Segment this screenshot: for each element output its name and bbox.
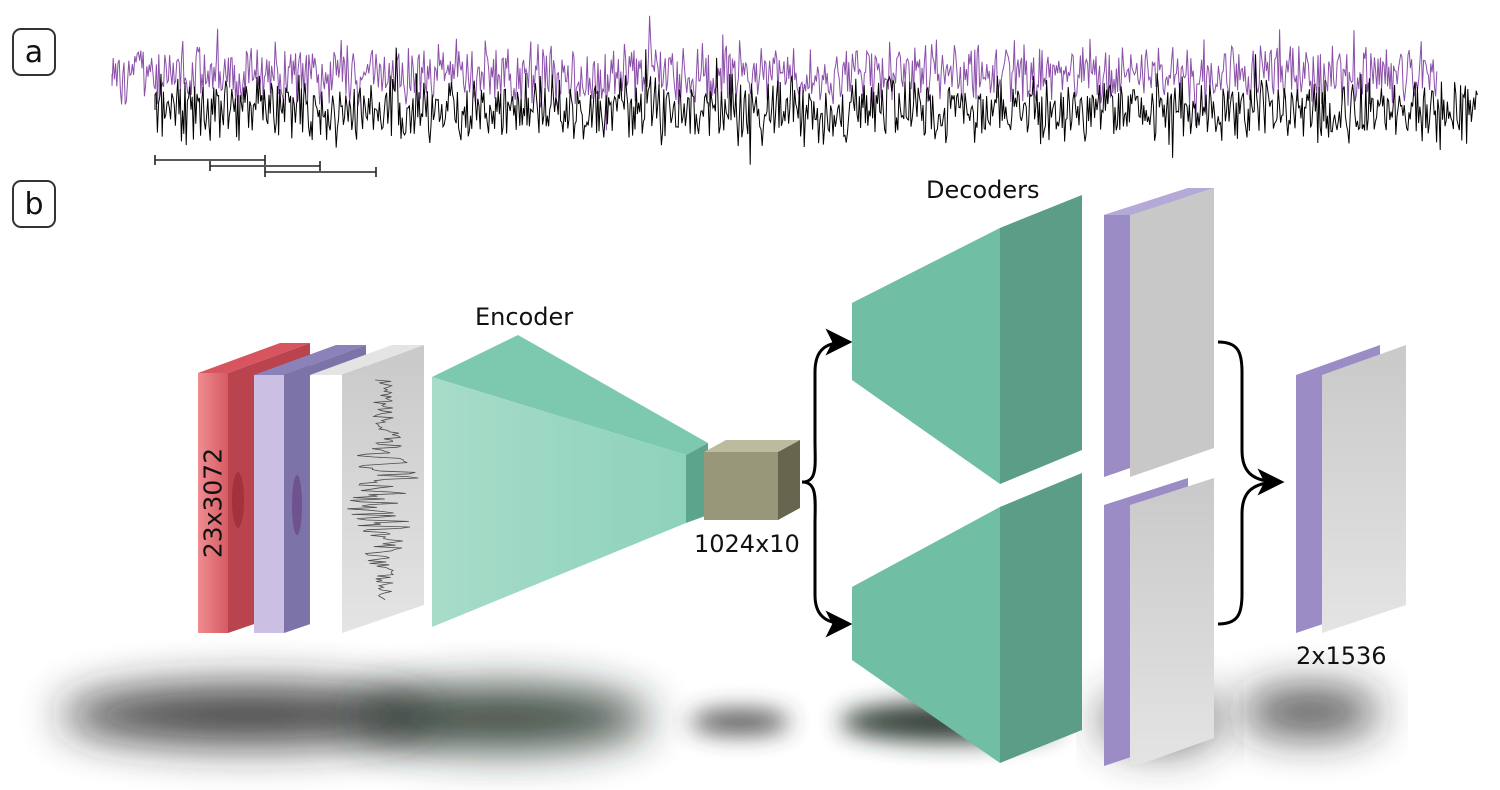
merge-brace <box>1217 340 1285 626</box>
encoder-block <box>432 335 708 627</box>
input-slab-gray <box>310 345 424 633</box>
latent-cube <box>704 440 800 520</box>
decoder-output-bottom <box>1104 478 1214 768</box>
input-dims-label: 23x3072 <box>198 447 228 559</box>
decoder-output-top <box>1104 188 1214 477</box>
decoders-label: Decoders <box>926 176 1040 204</box>
signal-black-trace <box>154 47 1478 165</box>
decoder-bottom <box>852 473 1082 763</box>
latent-dims-label: 1024x10 <box>694 530 800 558</box>
output-dims-label: 2x1536 <box>1296 642 1387 670</box>
final-output <box>1296 345 1406 633</box>
panel-label-a: a <box>12 28 56 76</box>
signal-purple-trace <box>111 15 1438 131</box>
decoder-top <box>852 195 1082 484</box>
branch-arrows <box>801 328 853 638</box>
window-markers <box>154 155 377 177</box>
panel-label-b: b <box>12 180 56 228</box>
encoder-label: Encoder <box>475 303 574 331</box>
